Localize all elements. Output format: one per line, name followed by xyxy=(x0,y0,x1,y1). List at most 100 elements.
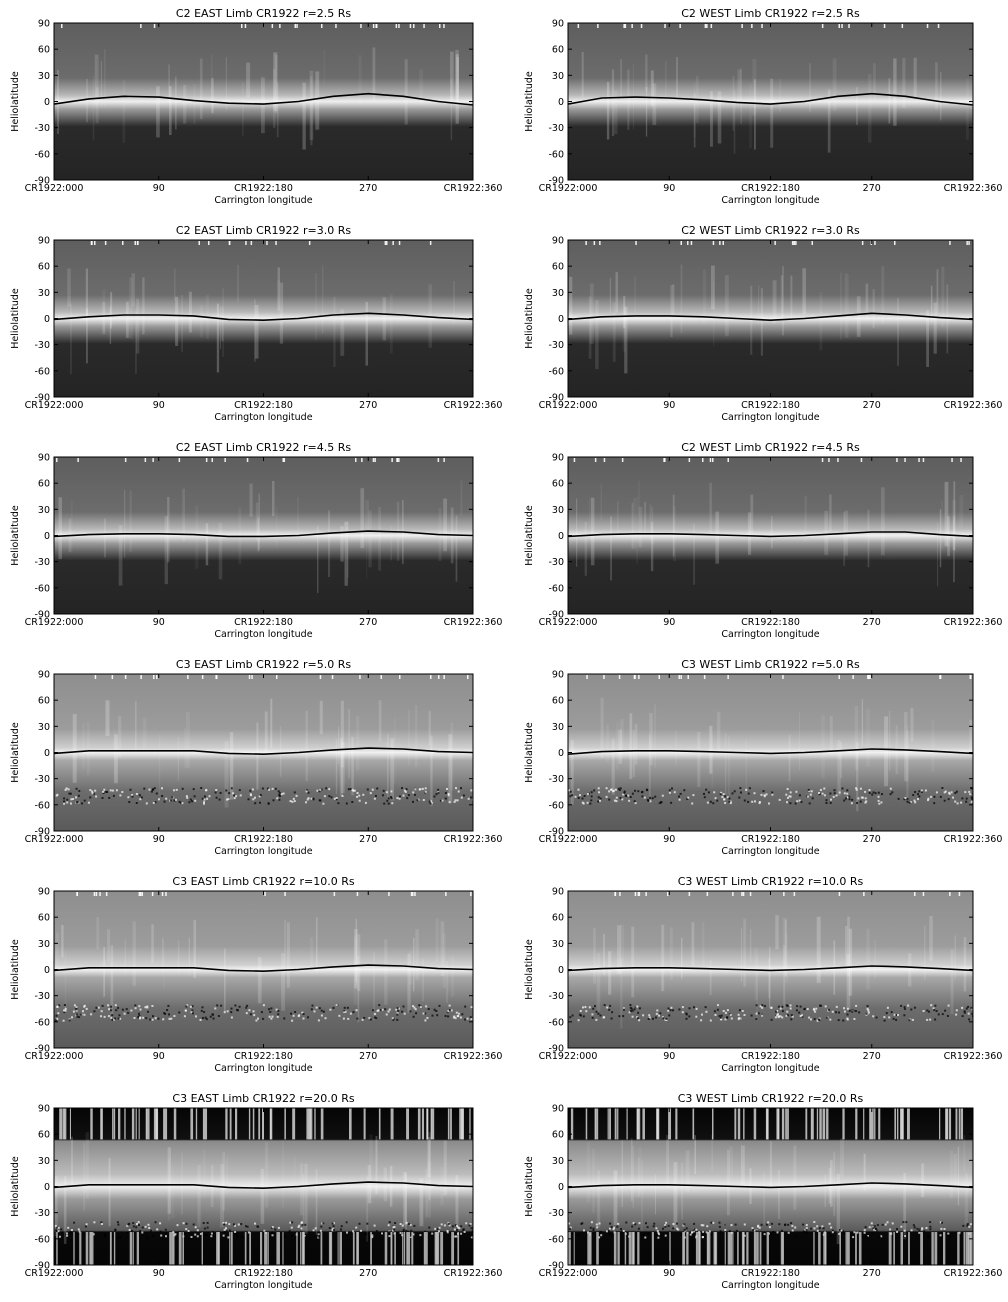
y-tick-label: 30 xyxy=(552,722,564,733)
panel-c2-east-1: C2 EAST Limb CR1922 r=3.0 Rs CR1922:000 90… xyxy=(10,224,502,423)
neutral-line xyxy=(568,531,973,538)
y-tick-label: -30 xyxy=(548,557,564,568)
panel-c2-east-0: C2 EAST Limb CR1922 r=2.5 Rs CR1922:000 90… xyxy=(10,7,502,206)
x-tick-label: 270 xyxy=(863,1051,881,1062)
y-tick-label: 0 xyxy=(558,965,564,976)
panel-c2-west-1: C2 WEST Limb CR1922 r=3.0 Rs CR1922:000 90… xyxy=(524,224,1002,423)
panel-c2-west-0: C2 WEST Limb CR1922 r=2.5 Rs CR1922:000 90… xyxy=(524,7,1002,206)
x-tick-label: 90 xyxy=(663,183,675,194)
y-tick-label: 0 xyxy=(558,1182,564,1193)
y-tick-label: -30 xyxy=(548,774,564,785)
y-tick-label: -90 xyxy=(548,176,564,187)
x-tick-label: CR1922:000 xyxy=(25,400,84,411)
x-tick-label: 90 xyxy=(153,834,165,845)
x-tick-label: CR1922:180 xyxy=(741,400,800,411)
y-tick-label: -90 xyxy=(34,827,50,838)
y-tick-label: 0 xyxy=(44,965,50,976)
y-tick-label: -60 xyxy=(34,1234,50,1245)
x-tick-label: CR1922:360 xyxy=(444,617,503,628)
y-tick-label: 0 xyxy=(44,748,50,759)
y-tick-label: 90 xyxy=(552,670,564,681)
neutral-line xyxy=(54,747,473,756)
neutral-line xyxy=(568,748,973,755)
x-axis-label: Carrington longitude xyxy=(721,195,819,206)
x-tick-label: CR1922:180 xyxy=(234,183,293,194)
panel-c3-east-3: C3 EAST Limb CR1922 r=5.0 Rs CR1922:000 90… xyxy=(10,658,502,857)
y-tick-label: -90 xyxy=(34,610,50,621)
panel-image xyxy=(54,1108,473,1265)
y-tick-label: -30 xyxy=(548,991,564,1002)
y-tick-label: -30 xyxy=(548,123,564,134)
x-tick-label: 90 xyxy=(663,1268,675,1279)
x-tick-label: CR1922:360 xyxy=(944,1051,1003,1062)
y-tick-label: 60 xyxy=(552,45,564,56)
y-tick-label: -90 xyxy=(34,393,50,404)
x-tick-label: 90 xyxy=(153,617,165,628)
y-tick-label: 60 xyxy=(552,1130,564,1141)
x-tick-label: 270 xyxy=(863,1268,881,1279)
y-axis-label: Heliolatitude xyxy=(524,939,535,1000)
panel-title: C3 EAST Limb CR1922 r=5.0 Rs xyxy=(176,658,351,671)
y-tick-label: -30 xyxy=(548,1208,564,1219)
x-tick-label: 270 xyxy=(359,400,377,411)
x-tick-label: CR1922:360 xyxy=(944,1268,1003,1279)
x-axis-label: Carrington longitude xyxy=(721,629,819,640)
y-tick-label: -90 xyxy=(548,1044,564,1055)
y-tick-label: 60 xyxy=(38,913,50,924)
x-tick-label: CR1922:360 xyxy=(444,183,503,194)
y-tick-label: 0 xyxy=(558,97,564,108)
y-tick-label: 30 xyxy=(38,505,50,516)
y-tick-label: 90 xyxy=(38,1104,50,1115)
x-tick-label: CR1922:180 xyxy=(234,400,293,411)
x-axis-label: Carrington longitude xyxy=(214,846,312,857)
y-tick-label: -90 xyxy=(548,827,564,838)
y-axis-label: Heliolatitude xyxy=(524,722,535,783)
x-tick-label: CR1922:180 xyxy=(741,1268,800,1279)
y-tick-label: 0 xyxy=(44,314,50,325)
panel-image xyxy=(54,891,473,1048)
panel-title: C2 EAST Limb CR1922 r=3.0 Rs xyxy=(176,224,351,237)
y-tick-label: 60 xyxy=(38,262,50,273)
neutral-line xyxy=(568,965,973,972)
y-tick-label: -60 xyxy=(34,149,50,160)
neutral-line xyxy=(568,92,973,106)
panel-c3-east-5: C3 EAST Limb CR1922 r=20.0 Rs CR1922:000 9… xyxy=(10,1092,502,1291)
x-tick-label: 270 xyxy=(359,834,377,845)
y-tick-label: 90 xyxy=(38,19,50,30)
panel-c3-west-5: C3 WEST Limb CR1922 r=20.0 Rs CR1922:000 9… xyxy=(524,1092,1002,1291)
x-axis-label: Carrington longitude xyxy=(214,1280,312,1291)
y-tick-label: -90 xyxy=(548,1261,564,1272)
y-tick-label: 90 xyxy=(552,887,564,898)
x-tick-label: CR1922:000 xyxy=(539,617,598,628)
panel-image xyxy=(568,1108,973,1265)
x-tick-label: CR1922:000 xyxy=(539,400,598,411)
y-tick-label: -60 xyxy=(548,149,564,160)
x-tick-label: CR1922:180 xyxy=(234,834,293,845)
x-tick-label: 90 xyxy=(153,183,165,194)
y-tick-label: 0 xyxy=(558,748,564,759)
x-tick-label: 270 xyxy=(863,400,881,411)
y-axis-label: Heliolatitude xyxy=(10,71,21,132)
panel-title: C2 WEST Limb CR1922 r=2.5 Rs xyxy=(681,7,860,20)
panel-c2-west-2: C2 WEST Limb CR1922 r=4.5 Rs CR1922:000 90… xyxy=(524,441,1002,640)
panel-c3-east-4: C3 EAST Limb CR1922 r=10.0 Rs CR1922:000 9… xyxy=(10,875,502,1074)
y-tick-label: 30 xyxy=(552,1156,564,1167)
y-tick-label: -90 xyxy=(34,176,50,187)
y-tick-label: -30 xyxy=(548,340,564,351)
panel-c3-west-3: C3 WEST Limb CR1922 r=5.0 Rs CR1922:000 90… xyxy=(524,658,1002,857)
y-tick-label: -60 xyxy=(548,800,564,811)
x-tick-label: CR1922:180 xyxy=(234,1268,293,1279)
x-tick-label: 270 xyxy=(359,1051,377,1062)
y-tick-label: 60 xyxy=(552,913,564,924)
x-tick-label: 90 xyxy=(663,400,675,411)
x-tick-label: CR1922:360 xyxy=(444,400,503,411)
x-tick-label: CR1922:360 xyxy=(444,834,503,845)
x-axis-label: Carrington longitude xyxy=(214,412,312,423)
y-tick-label: -60 xyxy=(34,366,50,377)
x-axis-label: Carrington longitude xyxy=(721,1063,819,1074)
x-tick-label: CR1922:000 xyxy=(539,834,598,845)
y-tick-label: 30 xyxy=(38,939,50,950)
y-tick-label: -30 xyxy=(34,123,50,134)
y-tick-label: 60 xyxy=(38,696,50,707)
y-tick-label: 0 xyxy=(558,314,564,325)
